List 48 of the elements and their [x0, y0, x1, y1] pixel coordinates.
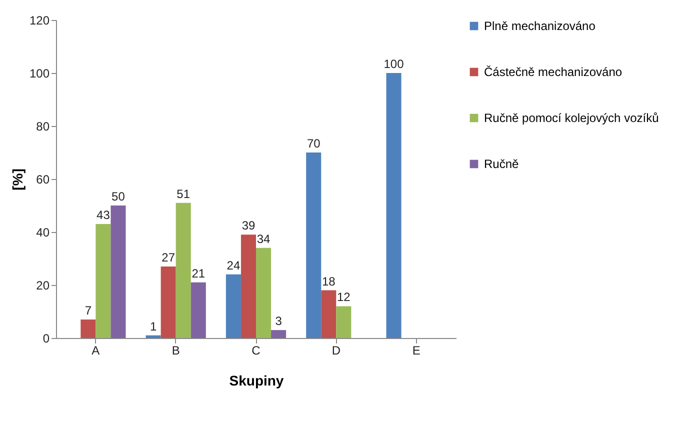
- data-label: 1: [150, 319, 157, 334]
- x-tick-label: A: [92, 344, 100, 358]
- data-label: 39: [242, 218, 256, 233]
- bar: [160, 266, 176, 338]
- bar: [256, 248, 272, 338]
- legend-label: Plně mechanizováno: [484, 19, 596, 33]
- bar: [240, 234, 256, 338]
- legend-label: Ručně: [484, 157, 520, 171]
- y-tick-label: 20: [36, 278, 50, 292]
- data-label: 27: [162, 250, 176, 264]
- data-label: 7: [84, 303, 92, 318]
- x-tick-label: B: [172, 344, 180, 358]
- data-label: 12: [336, 290, 351, 304]
- bar: [321, 290, 336, 338]
- bar: [306, 152, 322, 338]
- bar: [80, 319, 96, 338]
- x-axis-title: Skupiny: [229, 372, 284, 388]
- x-tick-label: E: [412, 344, 420, 358]
- x-tick-label: D: [332, 344, 341, 358]
- y-tick-label: 0: [42, 332, 50, 346]
- legend-label: Částečně mechanizováno: [484, 65, 622, 79]
- bar: [110, 206, 126, 338]
- y-tick-label: 100: [29, 66, 50, 80]
- data-label: 18: [322, 274, 336, 288]
- legend-label: Ručně pomocí kolejových vozíků: [484, 111, 659, 125]
- y-tick-label: 120: [29, 14, 50, 28]
- data-label: 24: [226, 258, 240, 272]
- bar: [190, 282, 206, 338]
- bar: [96, 224, 111, 338]
- x-tick-label: C: [252, 344, 261, 358]
- data-label: 70: [306, 136, 321, 150]
- y-tick-label: 40: [36, 226, 50, 240]
- bar: [386, 73, 402, 338]
- bar: [146, 335, 161, 338]
- data-label: 100: [384, 57, 404, 71]
- bar: [176, 202, 191, 338]
- bar: [226, 274, 241, 338]
- data-label: 21: [192, 266, 206, 280]
- data-label: 3: [275, 314, 282, 328]
- bar: [271, 330, 286, 338]
- data-label: 50: [112, 190, 126, 204]
- data-label: 51: [176, 186, 190, 201]
- data-label: 43: [96, 208, 110, 222]
- data-label: 34: [256, 232, 271, 246]
- y-tick-label: 80: [36, 120, 50, 134]
- bar: [336, 306, 352, 338]
- y-axis-title: [%]: [9, 168, 26, 190]
- y-tick-label: 60: [36, 172, 50, 186]
